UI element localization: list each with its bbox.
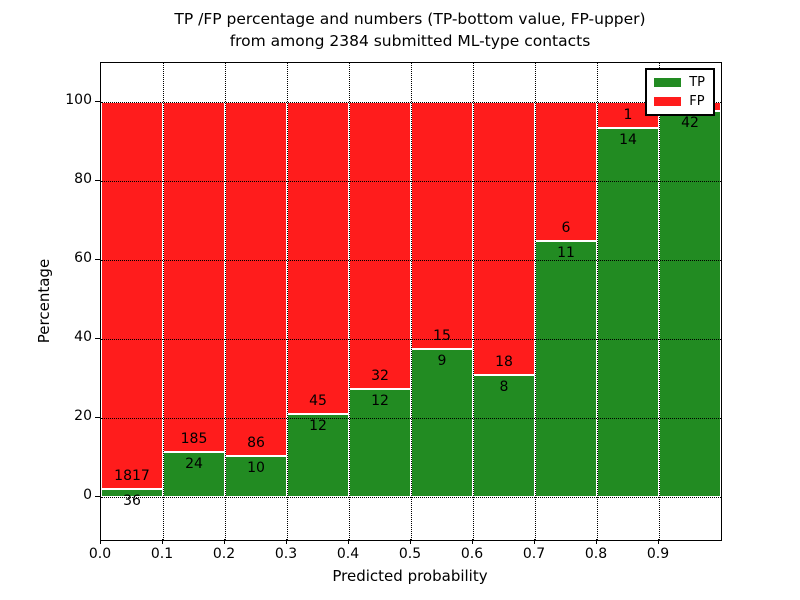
x-tick-mark	[347, 539, 349, 544]
x-tick-label: 0.9	[646, 546, 670, 562]
fp-count-label: 32	[371, 368, 389, 385]
fp-bar-segment	[473, 102, 535, 376]
fp-bar-segment	[163, 102, 225, 452]
y-tick-mark	[95, 100, 100, 102]
tp-count-label: 14	[619, 132, 637, 149]
fp-count-label: 1817	[114, 468, 150, 485]
x-tick-mark	[99, 539, 101, 544]
fp-legend-label: FP	[689, 94, 705, 109]
tp-count-label: 11	[557, 245, 575, 262]
tp-bar-segment	[411, 348, 473, 497]
tp-count-label: 36	[123, 493, 141, 510]
legend-item-tp: TP	[654, 76, 705, 89]
x-tick-label: 0.3	[274, 546, 298, 562]
y-tick-label: 0	[83, 487, 92, 503]
y-tick-mark	[95, 416, 100, 418]
tp-bar-segment	[659, 111, 721, 497]
tp-bar-segment	[287, 413, 349, 497]
vertical-gridline	[224, 63, 226, 540]
horizontal-gridline	[101, 181, 721, 182]
legend-item-fp: FP	[654, 95, 705, 108]
x-tick-label: 0.4	[336, 546, 360, 562]
horizontal-gridline	[101, 418, 721, 419]
tp-bar-segment	[473, 375, 535, 497]
tp-bar-segment	[349, 389, 411, 497]
vertical-gridline	[410, 63, 412, 540]
horizontal-gridline	[101, 260, 721, 261]
fp-count-label: 185	[180, 430, 208, 447]
x-tick-mark	[409, 539, 411, 544]
y-axis-label: Percentage	[35, 258, 53, 344]
x-tick-mark	[285, 539, 287, 544]
x-axis-label: Predicted probability	[332, 567, 488, 585]
vertical-gridline	[286, 63, 288, 540]
vertical-gridline	[348, 63, 350, 540]
horizontal-gridline	[101, 102, 721, 103]
y-tick-mark	[95, 179, 100, 181]
vertical-gridline	[658, 63, 660, 540]
x-tick-mark	[471, 539, 473, 544]
x-tick-mark	[223, 539, 225, 544]
fp-count-label: 6	[561, 220, 571, 237]
y-tick-label: 60	[74, 250, 92, 266]
fp-bar-segment	[349, 102, 411, 390]
tp-legend-swatch-icon	[654, 78, 682, 87]
fp-count-label: 18	[495, 354, 513, 371]
tp-legend-label: TP	[689, 75, 705, 90]
x-tick-label: 0.7	[522, 546, 546, 562]
tp-bar-segment	[163, 451, 225, 497]
grid-layer	[101, 63, 721, 540]
fp-bar-segment	[101, 102, 163, 490]
fp-count-label: 15	[433, 327, 451, 344]
tp-count-label: 9	[437, 352, 447, 369]
x-tick-label: 0.8	[584, 546, 608, 562]
x-tick-mark	[533, 539, 535, 544]
x-tick-label: 0.6	[460, 546, 484, 562]
fp-legend-swatch-icon	[654, 97, 682, 106]
y-tick-mark	[95, 258, 100, 260]
x-tick-mark	[657, 539, 659, 544]
x-tick-label: 0.1	[150, 546, 174, 562]
y-tick-label: 80	[74, 171, 92, 187]
plot-area: 36181724185108612451232915818116141421 T…	[100, 62, 722, 541]
legend: TP FP	[645, 68, 715, 116]
fp-bar-segment	[535, 102, 597, 242]
bars-layer	[101, 63, 721, 540]
fp-count-label: 86	[247, 434, 265, 451]
fp-bar-segment	[287, 102, 349, 414]
tp-count-label: 12	[309, 417, 327, 434]
chart-title-line1: TP /FP percentage and numbers (TP-bottom…	[174, 10, 646, 28]
bar-count-labels-layer: 36181724185108612451232915818116141421	[101, 63, 721, 540]
tp-count-label: 8	[499, 379, 509, 396]
horizontal-gridline	[101, 339, 721, 340]
fp-count-label: 1	[623, 107, 633, 124]
x-tick-label: 0.0	[88, 546, 112, 562]
tp-bar-segment	[597, 128, 659, 497]
fp-bar-segment	[411, 102, 473, 349]
tp-count-label: 42	[681, 115, 699, 132]
y-tick-label: 100	[65, 92, 92, 108]
y-tick-mark	[95, 495, 100, 497]
vertical-gridline	[534, 63, 536, 540]
horizontal-gridline	[101, 497, 721, 498]
x-tick-mark	[595, 539, 597, 544]
vertical-gridline	[162, 63, 164, 540]
tp-count-label: 10	[247, 459, 265, 476]
y-tick-label: 40	[74, 329, 92, 345]
tp-bar-segment	[535, 241, 597, 497]
y-tick-mark	[95, 337, 100, 339]
x-tick-label: 0.2	[212, 546, 236, 562]
vertical-gridline	[472, 63, 474, 540]
chart-title: TP /FP percentage and numbers (TP-bottom…	[90, 8, 730, 52]
x-tick-mark	[161, 539, 163, 544]
tp-count-label: 12	[371, 393, 389, 410]
y-tick-label: 20	[74, 408, 92, 424]
chart-title-line2: from among 2384 submitted ML-type contac…	[229, 32, 591, 50]
fp-count-label: 45	[309, 392, 327, 409]
fp-bar-segment	[225, 102, 287, 456]
vertical-gridline	[596, 63, 598, 540]
x-tick-label: 0.5	[398, 546, 422, 562]
tp-count-label: 24	[185, 455, 203, 472]
